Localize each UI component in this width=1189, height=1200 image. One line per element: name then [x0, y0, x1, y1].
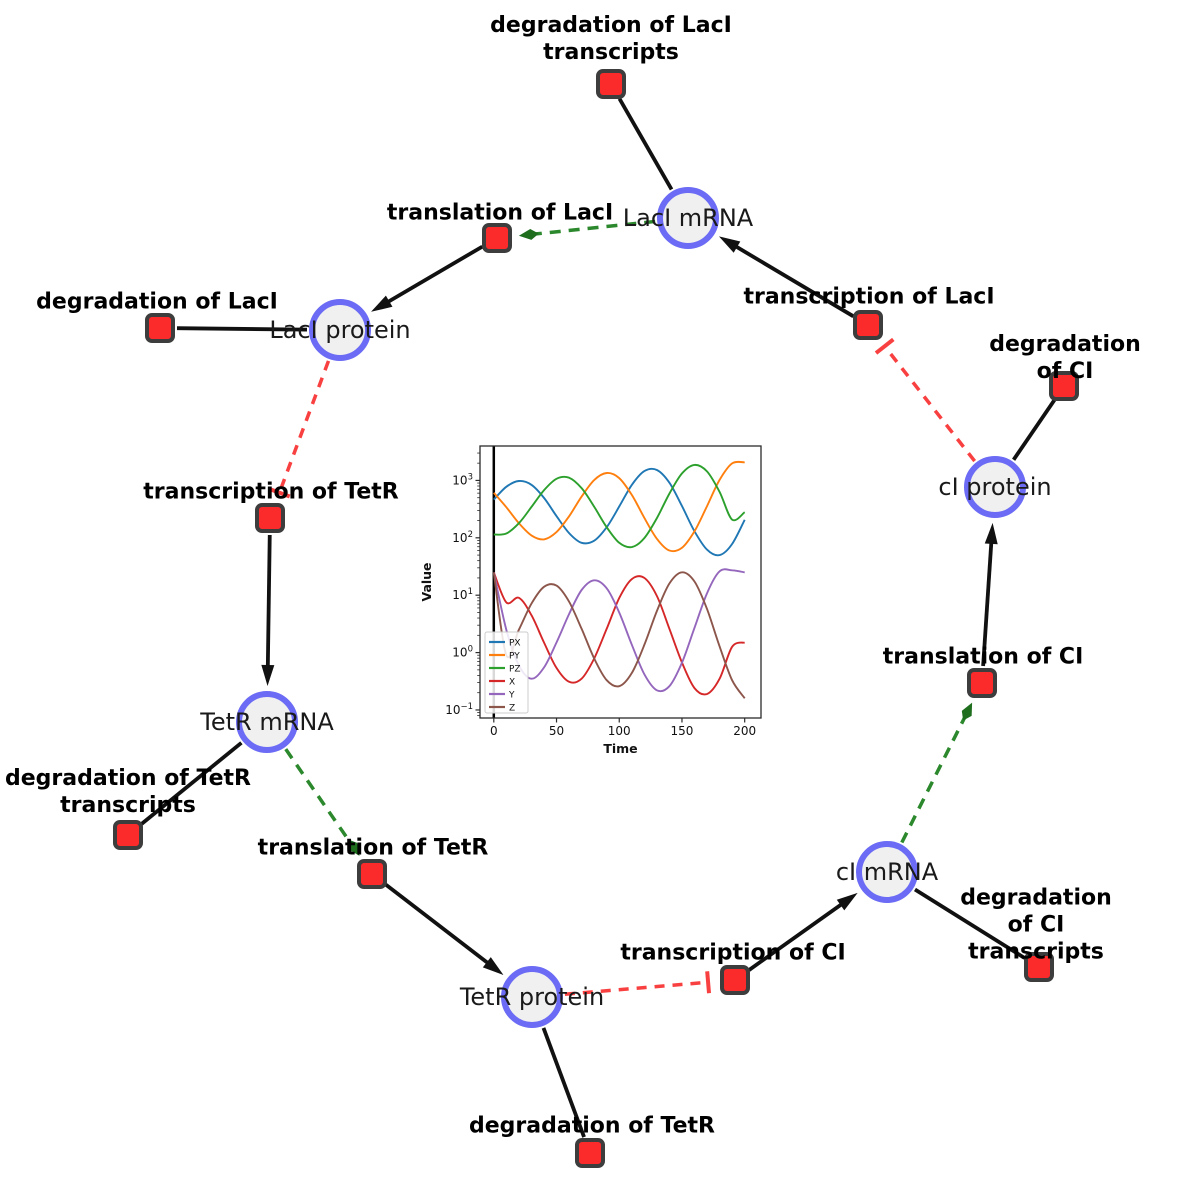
reaction-node-deg_laci[interactable] [145, 313, 175, 343]
reaction-node-deg_ci_tx[interactable] [1024, 952, 1054, 982]
reaction-node-transl_laci[interactable] [482, 223, 512, 253]
series-lines [492, 460, 746, 699]
reaction-label-deg_tetr: degradation of TetR [468, 1113, 716, 1139]
svg-text:100: 100 [608, 724, 631, 738]
edge-ci_mrna-deg_ci_tx [913, 887, 1026, 960]
edge-laci_protein-tx_tetr [268, 360, 331, 499]
svg-text:0: 0 [490, 724, 498, 738]
edge-laci_mrna-transl_laci [518, 219, 656, 240]
svg-text:10−1: 10−1 [445, 702, 473, 717]
reaction-node-tx_tetr[interactable] [255, 503, 285, 533]
species-node-tetr_mrna[interactable] [236, 691, 298, 753]
legend-label-X: X [509, 678, 515, 688]
edge-laci_mrna-deg_laci_tx [617, 97, 674, 191]
reaction-label-deg_laci_tx: degradation of LacI transcripts [490, 13, 732, 65]
edge-transl_tetr-tetr_protein [384, 882, 504, 976]
series-line-PY [493, 460, 745, 553]
reaction-node-tx_ci[interactable] [720, 965, 750, 995]
species-node-ci_mrna[interactable] [856, 841, 918, 903]
svg-text:150: 150 [671, 724, 694, 738]
edge-tetr_mrna-deg_tetr_tx [139, 741, 243, 826]
svg-text:102: 102 [452, 530, 473, 545]
edge-tetr_protein-tx_ci [564, 971, 712, 996]
svg-text:100: 100 [452, 645, 473, 660]
series-line-X [492, 572, 745, 696]
series-line-Y [492, 568, 745, 693]
edge-tx_laci-laci_mrna [718, 236, 855, 318]
legend-label-PZ: PZ [509, 665, 521, 675]
y-axis-label: Value [419, 562, 434, 601]
reaction-label-transl_tetr: translation of TetR [257, 835, 489, 861]
legend-label-Z: Z [509, 704, 515, 714]
species-label-tetr_mrna: TetR mRNA [200, 708, 334, 736]
edge-tetr_mrna-transl_tetr [284, 748, 360, 856]
reaction-node-deg_tetr[interactable] [575, 1138, 605, 1168]
species-node-ci_protein[interactable] [964, 456, 1026, 518]
species-label-laci_protein: LacI protein [269, 316, 411, 344]
edge-ci_mrna-transl_ci [900, 702, 973, 844]
species-node-laci_protein[interactable] [309, 299, 371, 361]
series-line-PX [493, 467, 746, 557]
species-node-laci_mrna[interactable] [657, 187, 719, 249]
reaction-label-transl_laci: translation of LacI [386, 200, 614, 226]
plot-border [479, 445, 762, 719]
reaction-label-transl_ci: translation of CI [882, 644, 1084, 670]
reaction-node-tx_laci[interactable] [853, 310, 883, 340]
reaction-node-deg_ci[interactable] [1049, 371, 1079, 401]
species-node-tetr_protein[interactable] [501, 966, 563, 1028]
edge-laci_protein-deg_laci [176, 326, 308, 332]
svg-text:101: 101 [452, 587, 473, 602]
timeseries-inset-chart: 0 50 100 150 20010−1100101102103TimeValuePXP… [418, 420, 770, 756]
edge-transl_laci-laci_protein [371, 244, 484, 312]
series-line-Z [492, 571, 746, 699]
edge-tx_ci-ci_mrna [747, 892, 858, 972]
series-line-PZ [493, 463, 746, 549]
edge-ci_protein-tx_laci [874, 337, 977, 463]
species-label-laci_mrna: LacI mRNA [622, 204, 754, 232]
reaction-label-deg_laci: degradation of LacI [36, 289, 278, 315]
edge-tetr_protein-deg_tetr [541, 1027, 586, 1138]
reaction-label-deg_ci_tx: degradation of CI transcripts [960, 885, 1112, 965]
legend-label-PY: PY [509, 652, 520, 662]
edge-ci_protein-deg_ci [1012, 398, 1056, 461]
svg-text:103: 103 [452, 472, 473, 487]
y-axis: 10−1 100 101 102 103 [445, 452, 480, 717]
legend-label-PX: PX [509, 639, 521, 649]
reaction-label-deg_ci: degradation of CI [989, 332, 1141, 384]
x-axis-label: Time [603, 741, 637, 756]
reaction-node-transl_ci[interactable] [967, 668, 997, 698]
edge-transl_ci-ci_protein [981, 522, 998, 667]
reaction-node-deg_tetr_tx[interactable] [113, 820, 143, 850]
svg-text:200: 200 [733, 724, 756, 738]
reaction-label-tx_tetr: transcription of TetR [143, 479, 399, 505]
reaction-label-tx_laci: transcription of LacI [743, 284, 995, 310]
reaction-label-deg_tetr_tx: degradation of TetR transcripts [4, 766, 252, 818]
legend-label-Y: Y [508, 691, 515, 701]
reaction-node-deg_laci_tx[interactable] [596, 69, 626, 99]
x-axis: 0 50 100 150 200 [490, 718, 756, 738]
species-label-ci_mrna: cI mRNA [835, 858, 939, 886]
reaction-label-tx_ci: transcription of CI [620, 940, 846, 966]
reaction-node-transl_tetr[interactable] [357, 859, 387, 889]
svg-text:50: 50 [549, 724, 564, 738]
chart-legend: PX PY PZ XYZ [484, 631, 529, 714]
edge-tx_tetr-tetr_mrna [261, 534, 275, 687]
species-label-tetr_protein: TetR protein [459, 983, 605, 1011]
species-label-ci_protein: cI protein [938, 473, 1052, 501]
